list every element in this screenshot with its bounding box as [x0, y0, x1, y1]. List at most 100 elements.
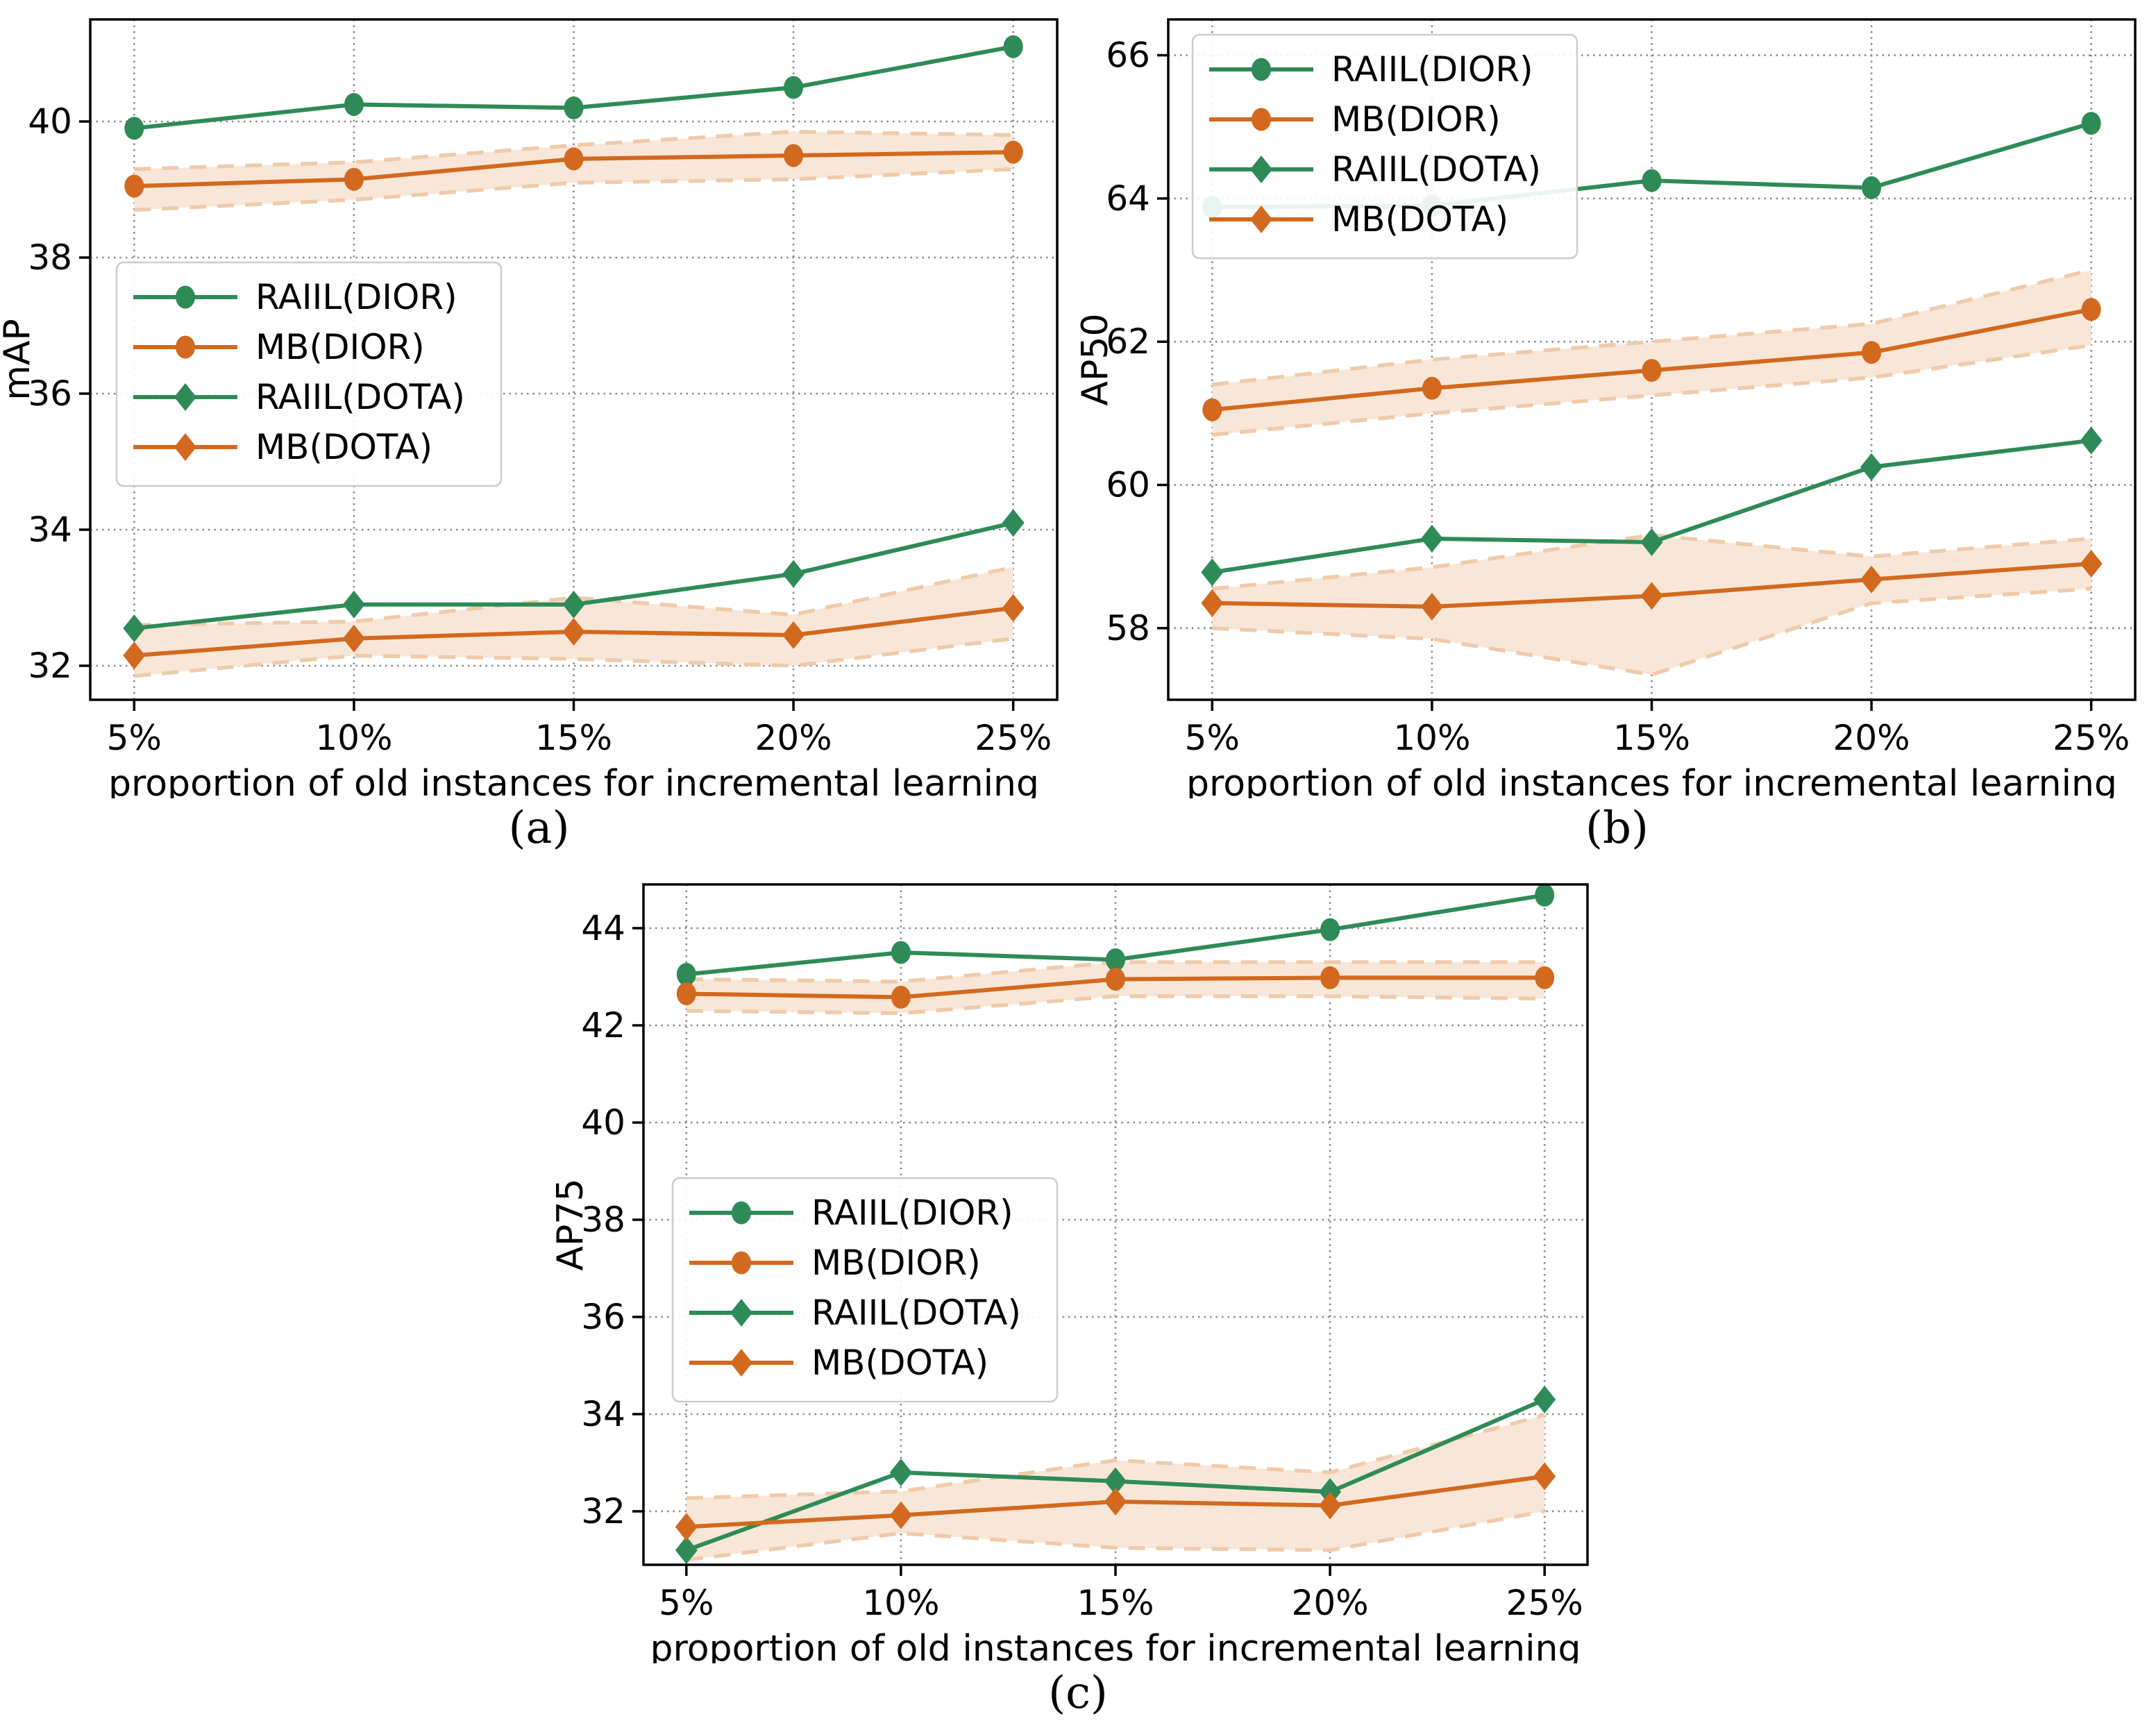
marker-diamond-MB(DOTA) — [1420, 592, 1443, 621]
chart-b-caption: (b) — [1585, 803, 1649, 854]
chart-a-block: 5% 10% 15% 20% 25% 32 34 36 38 40 proportion of ol… — [0, 0, 1078, 865]
x-tick-label: 25% — [2053, 718, 2130, 758]
y-tick-label: 60 — [1106, 465, 1150, 505]
y-tick-label: 42 — [581, 1005, 625, 1045]
y-tick-label: 38 — [581, 1200, 625, 1240]
y-tick-label: 38 — [28, 237, 72, 278]
marker-circle-RAIIL(DIOR) — [124, 117, 144, 140]
legend-label: RAIIL(DOTA) — [811, 1293, 1021, 1333]
y-tick-label: 64 — [1106, 178, 1150, 219]
legend-box — [671, 1177, 1058, 1403]
marker-circle-MB(DIOR) — [2081, 298, 2101, 321]
legend: RAIIL(DIOR) MB(DIOR) RAIIL(DOTA) MB(DOTA) — [671, 1177, 1058, 1403]
marker-circle-MB(DIOR) — [564, 147, 584, 171]
marker-diamond-RAIIL(DOTA) — [123, 614, 146, 643]
error-band-upper-edge — [134, 565, 1014, 627]
chart-b-plot: 5% 10% 15% 20% 25% 58 60 62 64 66 proportion of ol… — [1078, 18, 2137, 798]
legend-marker-diamond — [1250, 205, 1272, 233]
legend: RAIIL(DIOR) MB(DIOR) RAIIL(DOTA) MB(DOTA) — [1191, 33, 1578, 260]
x-tick-label: 10% — [862, 1583, 939, 1623]
legend-marker-diamond — [730, 1349, 752, 1377]
marker-diamond-MB(DOTA) — [1533, 1462, 1556, 1490]
legend-marker-circle — [1252, 108, 1271, 131]
legend-label: MB(DIOR) — [811, 1243, 981, 1283]
legend-label: RAIIL(DOTA) — [1331, 149, 1541, 190]
marker-circle-MB(DIOR) — [1003, 140, 1023, 164]
legend-label: MB(DIOR) — [1331, 99, 1501, 140]
legend-label: RAIIL(DIOR) — [255, 277, 457, 317]
error-band-lower-edge — [1212, 587, 2091, 677]
error-band-lower-edge — [134, 637, 1014, 678]
legend-box — [115, 261, 503, 487]
error-band-upper-edge — [134, 129, 1013, 171]
y-tick-label: 62 — [1106, 321, 1150, 362]
marker-diamond-RAIIL(DOTA) — [1104, 1467, 1127, 1495]
marker-circle-MB(DIOR) — [1862, 341, 1882, 364]
marker-diamond-MB(DOTA) — [1860, 565, 1883, 594]
y-axis-label: AP75 — [550, 1178, 591, 1270]
x-tick-label: 5% — [659, 1583, 714, 1623]
legend-marker-circle — [1252, 58, 1271, 81]
y-tick-label: 32 — [28, 646, 72, 686]
legend-label: RAIIL(DIOR) — [1331, 49, 1533, 90]
y-tick-label: 40 — [28, 101, 72, 142]
marker-diamond-RAIIL(DOTA) — [1420, 524, 1443, 553]
marker-diamond-MB(DOTA) — [782, 621, 805, 649]
x-tick-label: 5% — [107, 718, 162, 758]
marker-diamond-RAIIL(DOTA) — [1002, 509, 1025, 537]
marker-circle-MB(DIOR) — [676, 982, 696, 1005]
marker-circle-RAIIL(DIOR) — [1105, 948, 1125, 971]
marker-diamond-RAIIL(DOTA) — [1201, 558, 1224, 587]
x-tick-label: 25% — [1506, 1583, 1583, 1623]
legend: RAIIL(DIOR) MB(DIOR) RAIIL(DOTA) MB(DOTA) — [115, 261, 503, 487]
legend-marker-circle — [731, 1201, 751, 1225]
legend-marker-diamond — [174, 433, 196, 461]
y-tick-label: 32 — [581, 1491, 625, 1531]
top-row: 5% 10% 15% 20% 25% 32 34 36 38 40 proportion of ol… — [0, 0, 2137, 865]
marker-circle-MB(DIOR) — [784, 144, 804, 167]
marker-diamond-RAIIL(DOTA) — [675, 1536, 698, 1564]
legend-label: MB(DOTA) — [255, 427, 432, 467]
x-tick-label: 20% — [755, 718, 832, 758]
y-axis-label: mAP — [0, 319, 38, 401]
marker-diamond-MB(DOTA) — [123, 641, 146, 670]
marker-diamond-MB(DOTA) — [1002, 594, 1025, 622]
marker-diamond-MB(DOTA) — [675, 1513, 698, 1541]
legend-marker-diamond — [1250, 156, 1272, 183]
y-tick-label: 34 — [581, 1394, 625, 1434]
marker-circle-RAIIL(DIOR) — [344, 93, 364, 116]
marker-diamond-RAIIL(DOTA) — [1640, 528, 1663, 557]
marker-circle-RAIIL(DIOR) — [1320, 918, 1340, 941]
x-tick-label: 15% — [535, 718, 612, 758]
marker-diamond-RAIIL(DOTA) — [342, 590, 365, 619]
error-band-lower-edge — [685, 1509, 1545, 1562]
marker-diamond-MB(DOTA) — [342, 624, 365, 653]
tick-marks — [632, 927, 1546, 1576]
marker-diamond-MB(DOTA) — [1104, 1488, 1127, 1515]
legend-label: MB(DIOR) — [255, 327, 425, 367]
chart-a-caption: (a) — [508, 803, 570, 854]
x-tick-label: 5% — [1185, 718, 1240, 758]
marker-diamond-MB(DOTA) — [2080, 550, 2103, 578]
chart-c-block: 5% 10% 15% 20% 25% 32 34 36 38 40 42 44 proportion o… — [539, 865, 1617, 1730]
legend-label: MB(DOTA) — [1331, 199, 1508, 240]
marker-circle-MB(DIOR) — [1202, 398, 1222, 421]
x-axis-label: proportion of old instances for incremen… — [108, 763, 1039, 798]
error-band-lower-edge — [686, 994, 1544, 1016]
tick-marks — [79, 120, 1015, 711]
y-tick-label: 34 — [28, 510, 72, 550]
legend-marker-diamond — [174, 383, 196, 411]
y-tick-label: 36 — [581, 1297, 625, 1337]
legend-marker-diamond — [730, 1299, 752, 1327]
marker-circle-MB(DIOR) — [891, 985, 911, 1009]
marker-diamond-RAIIL(DOTA) — [782, 560, 805, 588]
x-tick-label: 20% — [1833, 718, 1910, 758]
marker-circle-MB(DIOR) — [344, 167, 364, 191]
marker-circle-MB(DIOR) — [1105, 968, 1125, 991]
chart-c-caption: (c) — [1048, 1668, 1108, 1719]
marker-circle-RAIIL(DIOR) — [891, 941, 911, 964]
marker-diamond-MB(DOTA) — [1640, 582, 1663, 610]
x-tick-label: 10% — [315, 718, 392, 758]
x-tick-label: 15% — [1077, 1583, 1154, 1623]
